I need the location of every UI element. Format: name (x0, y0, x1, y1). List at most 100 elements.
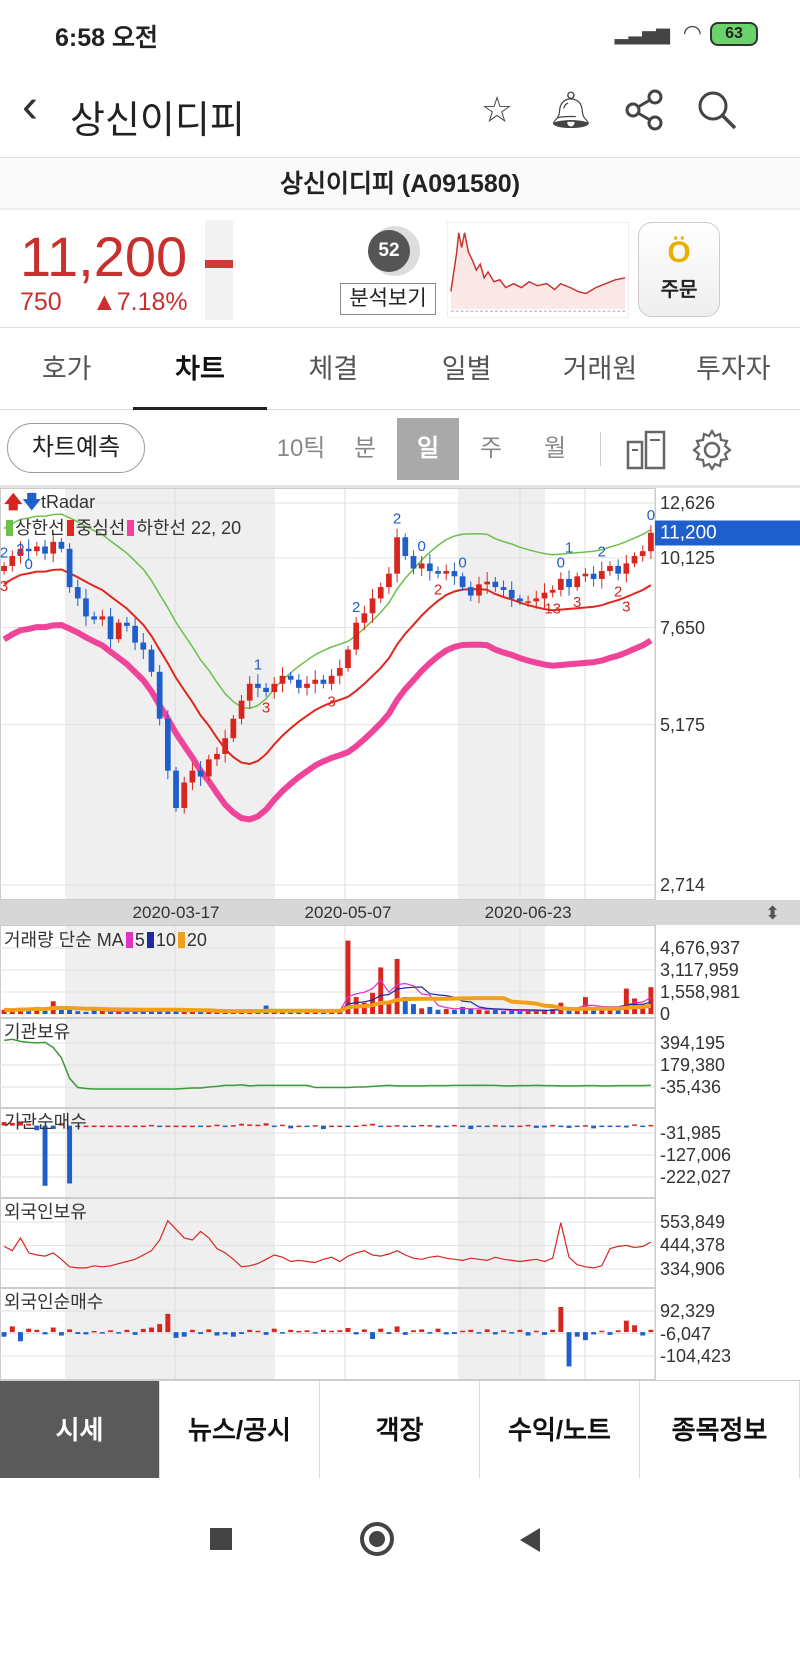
inst-net-bar (345, 1125, 351, 1128)
period-week[interactable]: 주 (479, 435, 503, 462)
foreign-net-bar (648, 1329, 654, 1333)
share-icon[interactable] (620, 85, 670, 135)
tab-daily[interactable]: 일별 (441, 354, 492, 384)
home-icon[interactable] (360, 1522, 394, 1556)
candle-body (156, 671, 163, 719)
signal-label: 2 (0, 544, 8, 561)
bottom-tab-news[interactable]: 뉴스/공시 (160, 1381, 320, 1478)
candle-body (336, 667, 343, 676)
volume-bar (9, 1010, 15, 1014)
current-price-marker: 11,200 (655, 520, 800, 546)
volume-bar (1, 1009, 7, 1014)
month-band (458, 488, 545, 1380)
inst-net-bar (419, 1124, 425, 1127)
volume-bar (108, 1011, 113, 1014)
inst-net-bar (149, 1124, 154, 1127)
volume-bar (411, 1004, 416, 1014)
order-button[interactable]: Ö 주문 (638, 222, 720, 317)
volume-bar (149, 1009, 154, 1014)
inst-net-bar (607, 1125, 613, 1128)
period-10tick[interactable]: 10틱 (276, 435, 326, 462)
foreign-net-bar (574, 1332, 580, 1337)
candle-body (517, 598, 523, 602)
analysis-score[interactable]: 52 (368, 230, 410, 272)
candle-body (124, 622, 130, 626)
volume-bar (476, 1009, 482, 1014)
legend-ma10: 10 (155, 930, 176, 950)
candle-body (287, 675, 294, 680)
resize-handle-icon[interactable]: ⬍ (765, 903, 781, 923)
inst-net-bar (222, 1125, 228, 1128)
volume-title: 거래량 단순 MA (4, 930, 124, 950)
foreign-net-bar (517, 1329, 523, 1333)
signal-label: 2 (434, 581, 442, 598)
candle-body (320, 679, 327, 684)
candle-body (91, 616, 98, 620)
candle-body (418, 563, 425, 569)
back-icon[interactable]: ‹ (22, 80, 38, 133)
tab-investors[interactable]: 투자자 (696, 354, 771, 384)
bottom-tab-profit[interactable]: 수익/노트 (480, 1381, 640, 1478)
bottom-tab-bar: 시세 뉴스/공시 객장 수익/노트 종목정보 (0, 1380, 800, 1478)
volume-bar (492, 1009, 498, 1014)
layout-icon[interactable] (624, 428, 668, 472)
foreign-net-bar (640, 1332, 646, 1336)
chart-predict-button[interactable]: 차트예측 (7, 423, 145, 473)
recents-icon[interactable] (210, 1528, 232, 1550)
bell-icon[interactable]: 🔔︎ (548, 89, 594, 130)
foreign-net-bar (566, 1332, 572, 1367)
inst-net-bar (173, 1125, 179, 1128)
current-price: 11,200 (20, 225, 188, 288)
period-month[interactable]: 월 (543, 435, 567, 462)
foreign-hold-axis-label: 553,849 (660, 1212, 726, 1232)
candle-body (410, 556, 417, 569)
volume-bar (189, 1011, 195, 1014)
foreign-net-bar (615, 1330, 621, 1333)
bottom-tab-lounge[interactable]: 객장 (320, 1381, 480, 1478)
inst-net-bar (320, 1125, 326, 1130)
search-icon[interactable] (692, 85, 742, 135)
foreign-net-bar (99, 1332, 105, 1334)
foreign-net-bar (157, 1324, 163, 1333)
candle-body (99, 616, 106, 620)
candle-body (230, 718, 237, 739)
inst-net-bar (492, 1125, 498, 1127)
period-minute[interactable]: 분 (353, 435, 377, 462)
foreign-net-axis-label: -104,423 (660, 1346, 732, 1366)
system-nav-bar (0, 1478, 800, 1663)
candle-body (345, 649, 351, 668)
page-title: 상신이디피 (70, 100, 245, 142)
period-day[interactable]: 일 (397, 418, 459, 480)
tradar-legend: 🡅🡇tRadar (4, 492, 95, 512)
signal-label: 1 (254, 656, 262, 673)
signal-icon: ▂▃▅▆ (614, 24, 670, 44)
top-nav: ‹ 상신이디피 ☆ 🔔︎ (0, 65, 800, 158)
foreign-net-bar (18, 1332, 23, 1342)
volume-bar (26, 1009, 32, 1014)
foreign-hold-line (3, 1219, 652, 1269)
back-nav-icon[interactable] (518, 1526, 542, 1554)
star-icon[interactable]: ☆ (480, 89, 514, 130)
volume-bar (574, 1009, 580, 1014)
candle-body (181, 782, 188, 808)
foreign-net-bar (181, 1332, 187, 1337)
tab-chart[interactable]: 차트 (133, 328, 267, 410)
gear-icon[interactable] (690, 428, 734, 472)
candle-body (42, 546, 48, 554)
analysis-button[interactable]: 분석보기 (340, 283, 436, 315)
foreign-net-bar (263, 1332, 269, 1335)
chart-area[interactable]: 2 3 2 0 1 3 3 2 2 0 2 0 13 0 1 3 2 2 3 0 12,626 10,125 7,650 5… (0, 488, 800, 1380)
inst-net-bar (378, 1125, 384, 1128)
intraday-sparkline[interactable] (447, 222, 629, 318)
bottom-tab-info[interactable]: 종목정보 (640, 1381, 800, 1478)
candle-body (549, 589, 556, 593)
tab-brokers[interactable]: 거래원 (562, 354, 638, 384)
bottom-tab-quote[interactable]: 시세 (0, 1381, 160, 1478)
inst-net-bar (443, 1125, 449, 1128)
volume-bar (198, 1011, 204, 1014)
foreign-net-bar (476, 1332, 482, 1334)
tab-trades[interactable]: 체결 (308, 354, 359, 384)
tab-hoga[interactable]: 호가 (41, 354, 92, 384)
foreign-net-bar (427, 1332, 433, 1334)
